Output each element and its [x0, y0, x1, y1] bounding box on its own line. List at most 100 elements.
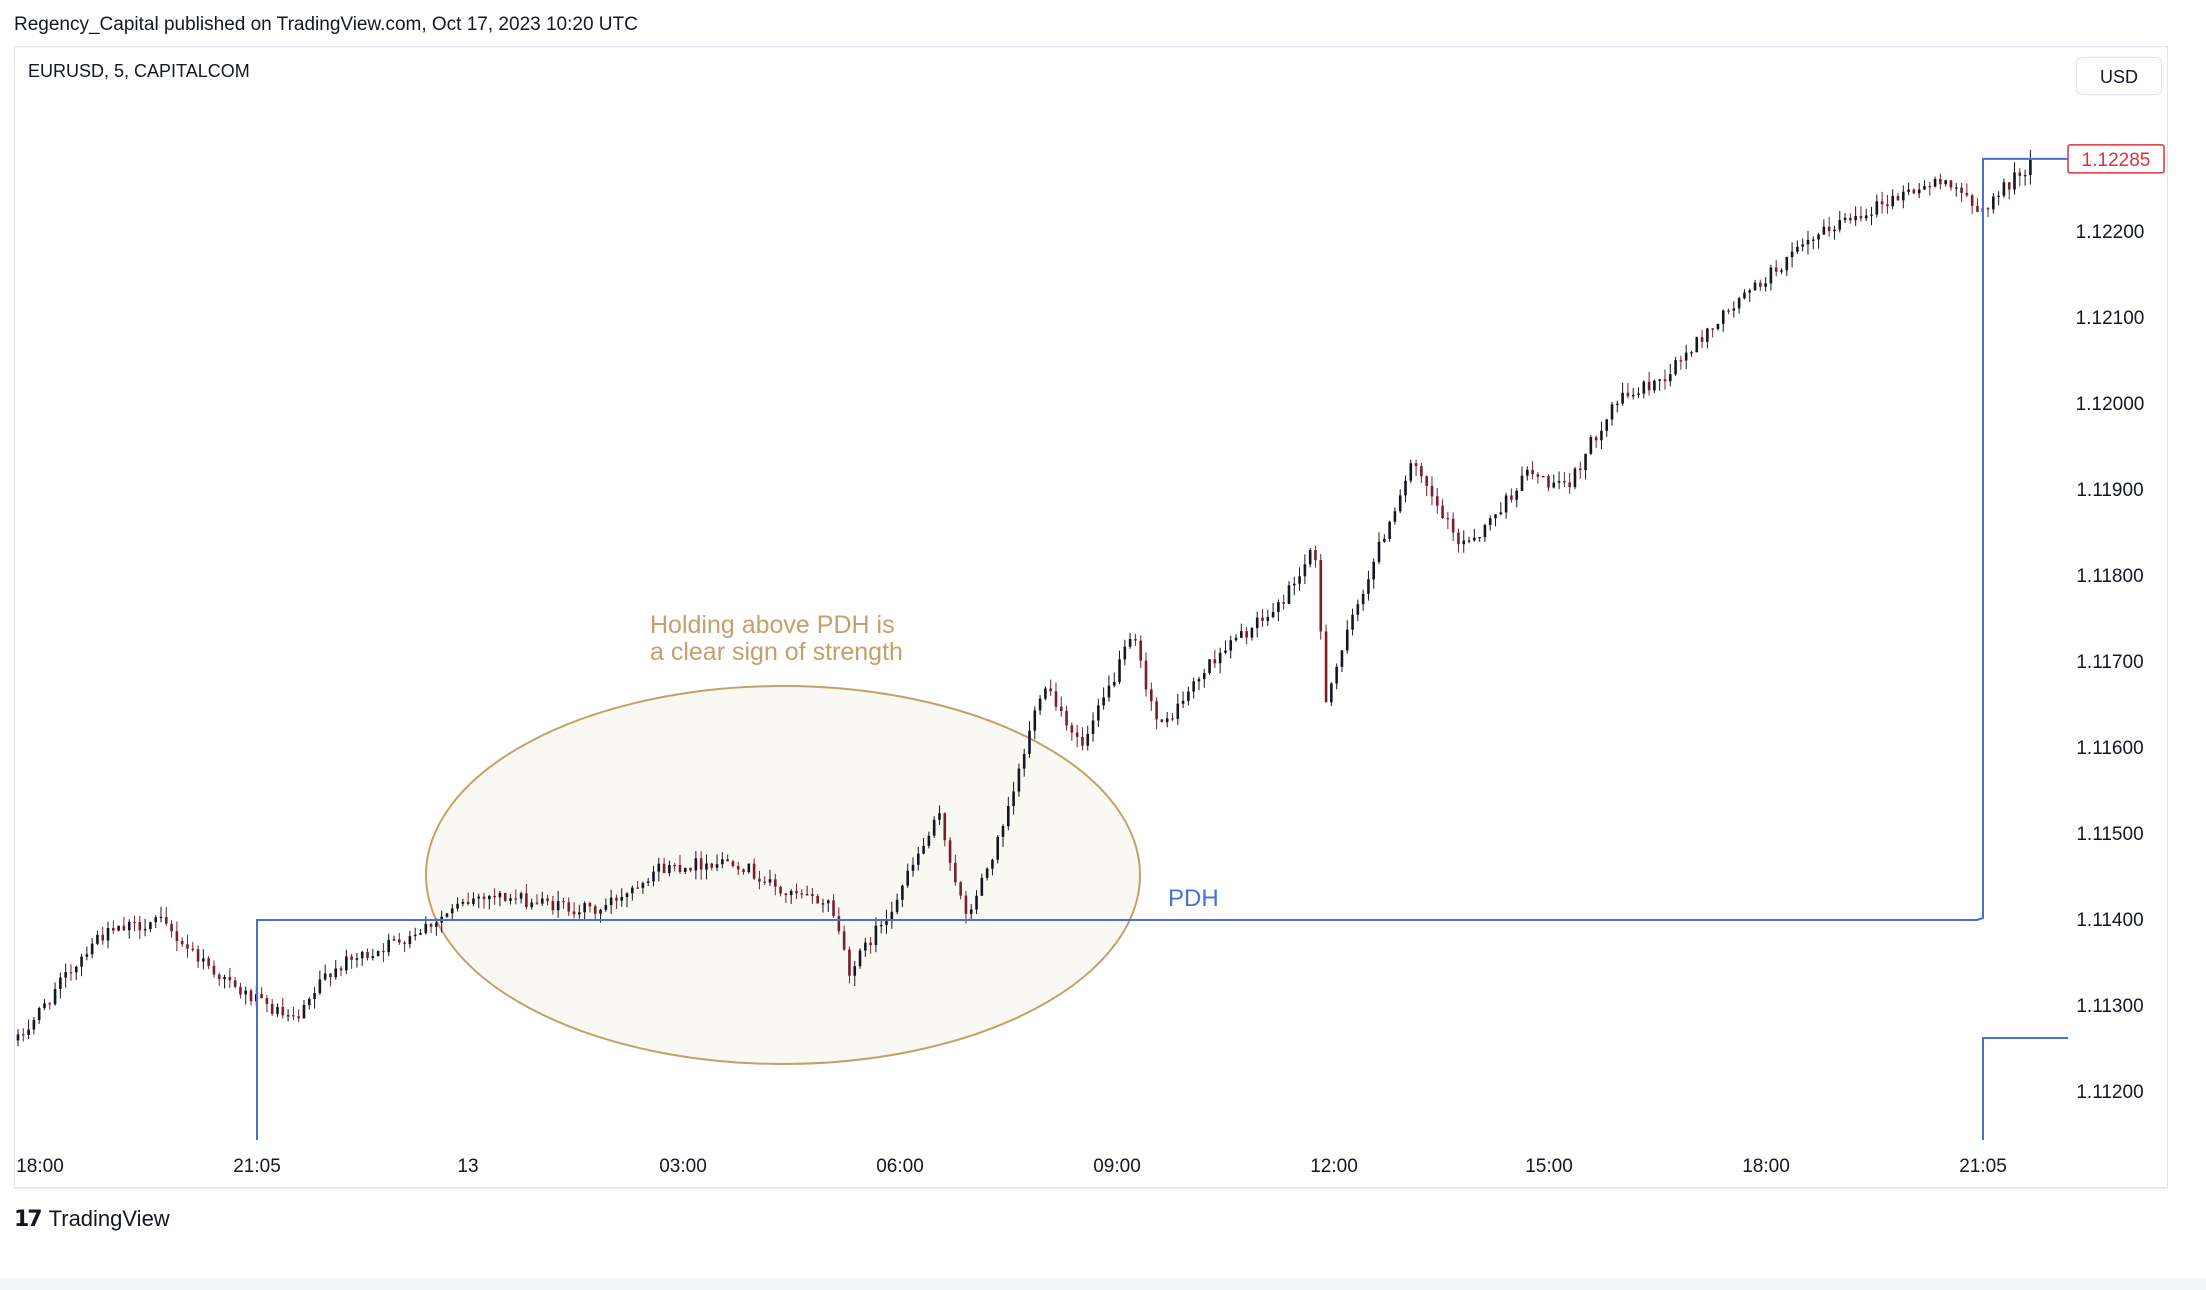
candle-body[interactable] — [1049, 688, 1052, 692]
candle-body[interactable] — [1425, 476, 1428, 486]
candle-body[interactable] — [1986, 208, 1990, 210]
candle-body[interactable] — [609, 897, 613, 906]
candle-body[interactable] — [1372, 561, 1376, 580]
candle-body[interactable] — [1430, 485, 1434, 497]
candle-body[interactable] — [1059, 706, 1063, 711]
candle-body[interactable] — [1250, 628, 1254, 638]
candle-body[interactable] — [1621, 392, 1624, 404]
candle-body[interactable] — [101, 934, 105, 941]
candle-body[interactable] — [1642, 381, 1646, 394]
candle-body[interactable] — [911, 864, 915, 871]
candle-body[interactable] — [445, 913, 449, 917]
candle-body[interactable] — [768, 879, 772, 883]
candle-body[interactable] — [922, 845, 925, 854]
candle-body[interactable] — [938, 813, 941, 820]
candle-body[interactable] — [1552, 482, 1556, 488]
candle-body[interactable] — [96, 934, 99, 944]
candle-body[interactable] — [721, 859, 724, 865]
candle-body[interactable] — [59, 977, 62, 990]
candle-body[interactable] — [689, 867, 692, 871]
candle-body[interactable] — [1563, 480, 1566, 483]
candle-body[interactable] — [625, 893, 629, 898]
candle-body[interactable] — [805, 894, 809, 896]
candle-body[interactable] — [1849, 217, 1852, 221]
candle-body[interactable] — [2007, 182, 2011, 190]
candle-body[interactable] — [816, 896, 819, 904]
candle-body[interactable] — [864, 942, 867, 951]
candle-body[interactable] — [1584, 453, 1587, 471]
candle-body[interactable] — [424, 923, 428, 934]
candle-body[interactable] — [1367, 579, 1370, 594]
candle-body[interactable] — [180, 940, 184, 945]
candle-body[interactable] — [429, 923, 433, 927]
candle-body[interactable] — [763, 881, 767, 883]
candle-body[interactable] — [1674, 360, 1677, 375]
candle-body[interactable] — [1478, 537, 1481, 539]
candle-body[interactable] — [715, 864, 719, 868]
candle-body[interactable] — [652, 871, 655, 882]
candle-body[interactable] — [403, 942, 406, 945]
candle-body[interactable] — [975, 895, 978, 910]
candle-body[interactable] — [286, 1015, 290, 1017]
candle-body[interactable] — [217, 974, 221, 980]
candle-body[interactable] — [69, 972, 73, 974]
candle-body[interactable] — [1446, 518, 1450, 520]
candle-body[interactable] — [1377, 541, 1381, 562]
candle-body[interactable] — [1774, 267, 1778, 272]
currency-button[interactable]: USD — [2076, 57, 2162, 95]
candle-body[interactable] — [1510, 495, 1513, 500]
candle-body[interactable] — [461, 901, 465, 904]
candle-body[interactable] — [1965, 192, 1969, 196]
candle-body[interactable] — [1976, 205, 1979, 212]
candle-body[interactable] — [1573, 468, 1577, 488]
candle-body[interactable] — [932, 819, 936, 836]
candle-body[interactable] — [821, 903, 825, 905]
candle-body[interactable] — [1218, 652, 1222, 664]
candle-body[interactable] — [387, 939, 391, 953]
candle-body[interactable] — [1414, 463, 1418, 467]
candle-body[interactable] — [265, 998, 269, 1005]
candle-body[interactable] — [1261, 617, 1264, 621]
candle-body[interactable] — [1790, 251, 1794, 258]
candle-body[interactable] — [1737, 298, 1741, 309]
candle-body[interactable] — [154, 917, 157, 923]
candle-body[interactable] — [1568, 482, 1571, 488]
candle-body[interactable] — [1504, 495, 1508, 513]
candle-body[interactable] — [620, 897, 624, 901]
candle-body[interactable] — [1891, 195, 1895, 207]
candle-body[interactable] — [1838, 219, 1842, 230]
candle-body[interactable] — [1102, 697, 1105, 706]
candle-body[interactable] — [1690, 352, 1693, 354]
candle-body[interactable] — [991, 859, 994, 869]
candle-body[interactable] — [1271, 611, 1275, 618]
candle-body[interactable] — [1028, 730, 1031, 754]
candle-body[interactable] — [1827, 226, 1831, 232]
candle-body[interactable] — [1187, 691, 1190, 701]
candle-body[interactable] — [397, 939, 401, 943]
candle-body[interactable] — [1817, 234, 1820, 240]
candle-body[interactable] — [149, 922, 152, 930]
candle-body[interactable] — [567, 902, 571, 912]
candle-body[interactable] — [503, 892, 507, 901]
candle-body[interactable] — [1070, 725, 1074, 733]
candle-body[interactable] — [1653, 380, 1656, 391]
candle-body[interactable] — [1240, 631, 1243, 638]
candle-body[interactable] — [668, 864, 671, 874]
candle-body[interactable] — [1139, 640, 1143, 661]
candle-body[interactable] — [1949, 180, 1953, 188]
candle-body[interactable] — [1626, 392, 1630, 397]
candle-body[interactable] — [53, 989, 57, 1005]
candle-body[interactable] — [1112, 682, 1116, 686]
candle-body[interactable] — [1711, 328, 1714, 330]
candle-body[interactable] — [631, 887, 634, 894]
candle-body[interactable] — [726, 859, 729, 862]
candle-body[interactable] — [413, 934, 417, 937]
candle-body[interactable] — [2002, 182, 2006, 196]
candle-body[interactable] — [419, 933, 422, 935]
candle-body[interactable] — [323, 973, 327, 980]
pdh-next-line[interactable] — [1982, 1037, 2068, 1140]
candle-body[interactable] — [811, 894, 814, 897]
candle-body[interactable] — [1933, 179, 1937, 187]
candle-body[interactable] — [747, 863, 751, 873]
candle-body[interactable] — [117, 925, 120, 931]
